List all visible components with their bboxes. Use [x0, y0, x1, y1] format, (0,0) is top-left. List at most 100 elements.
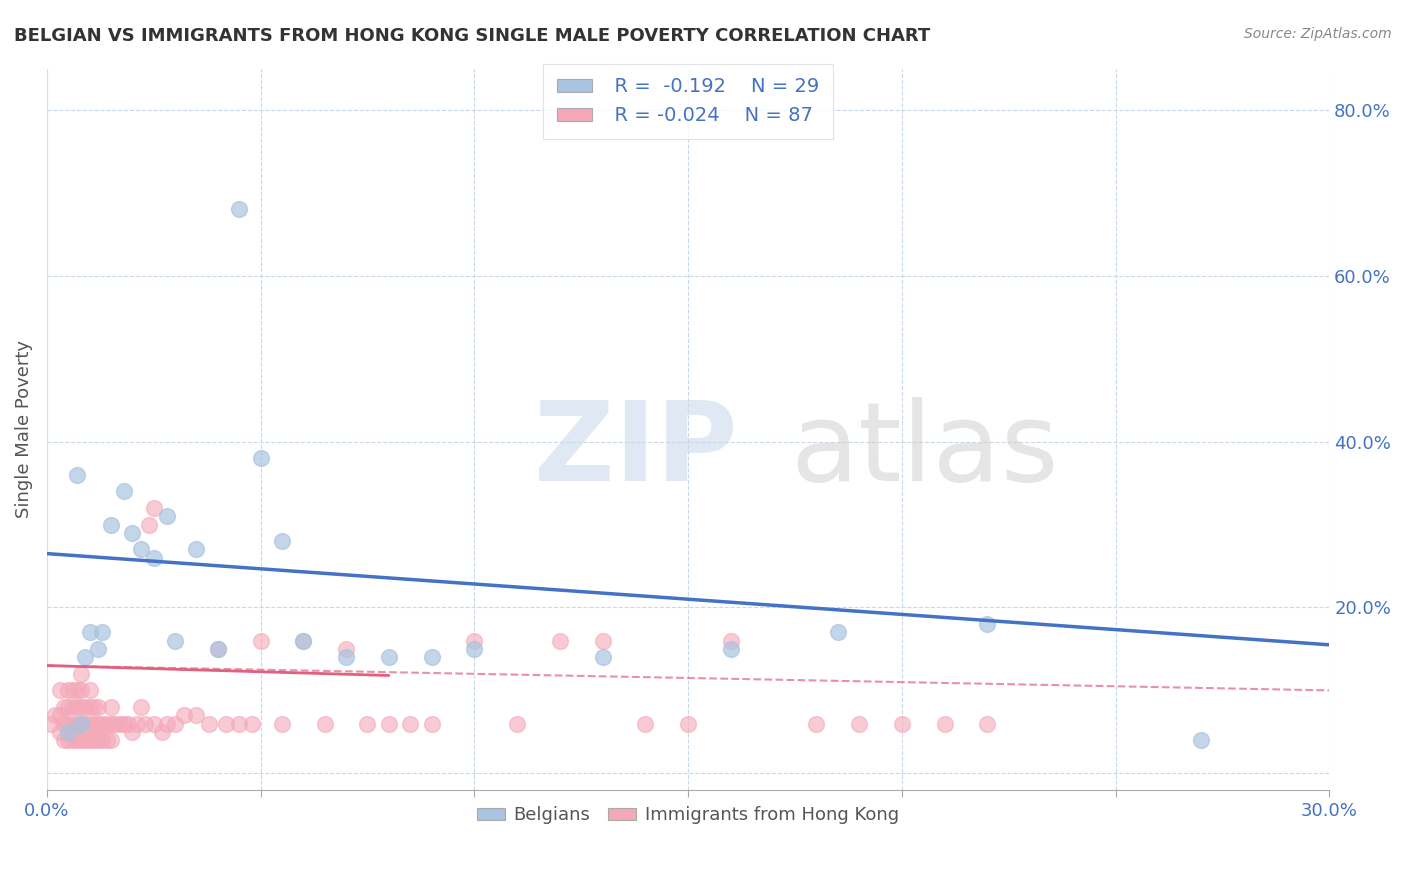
Point [96, 716, 118, 731]
Point [207, 642, 229, 657]
Point [66, 467, 89, 482]
Point [142, 500, 165, 515]
Point [87, 733, 110, 747]
Point [79, 716, 101, 731]
Point [75, 716, 97, 731]
Point [228, 716, 250, 731]
Point [827, 625, 849, 640]
Point [150, 724, 173, 739]
Point [463, 642, 485, 657]
Point [66, 716, 89, 731]
Point [314, 716, 336, 731]
Point [240, 716, 263, 731]
Point [87, 642, 110, 657]
Point [186, 708, 208, 723]
Point [121, 724, 143, 739]
Point [155, 716, 177, 731]
Point [125, 716, 148, 731]
Point [79, 733, 101, 747]
Point [506, 716, 529, 731]
Point [91, 733, 114, 747]
Point [848, 716, 870, 731]
Point [83, 733, 105, 747]
Point [463, 633, 485, 648]
Point [58, 700, 80, 714]
Point [155, 509, 177, 524]
Text: ZIP: ZIP [534, 397, 738, 504]
Point [142, 550, 165, 565]
Point [976, 617, 998, 632]
Point [104, 716, 127, 731]
Point [53, 733, 76, 747]
Point [976, 716, 998, 731]
Point [62, 716, 84, 731]
Point [53, 716, 76, 731]
Point [420, 650, 443, 665]
Text: Source: ZipAtlas.com: Source: ZipAtlas.com [1244, 27, 1392, 41]
Point [96, 733, 118, 747]
Legend: Belgians, Immigrants from Hong Kong: Belgians, Immigrants from Hong Kong [467, 796, 910, 835]
Point [186, 542, 208, 557]
Point [87, 700, 110, 714]
Point [215, 716, 238, 731]
Point [112, 716, 135, 731]
Point [79, 625, 101, 640]
Point [720, 642, 742, 657]
Point [53, 700, 76, 714]
Point [108, 716, 131, 731]
Point [87, 716, 110, 731]
Point [198, 716, 221, 731]
Point [44, 708, 66, 723]
Point [676, 716, 699, 731]
Point [75, 700, 97, 714]
Point [70, 666, 93, 681]
Text: BELGIAN VS IMMIGRANTS FROM HONG KONG SINGLE MALE POVERTY CORRELATION CHART: BELGIAN VS IMMIGRANTS FROM HONG KONG SIN… [14, 27, 931, 45]
Point [79, 700, 101, 714]
Point [62, 683, 84, 698]
Point [335, 642, 357, 657]
Point [70, 700, 93, 714]
Point [271, 534, 294, 549]
Point [934, 716, 956, 731]
Point [112, 484, 135, 499]
Point [129, 542, 152, 557]
Point [335, 650, 357, 665]
Point [249, 633, 271, 648]
Point [592, 650, 614, 665]
Point [121, 525, 143, 540]
Point [292, 633, 315, 648]
Point [592, 633, 614, 648]
Point [100, 700, 122, 714]
Point [62, 700, 84, 714]
Point [91, 625, 114, 640]
Y-axis label: Single Male Poverty: Single Male Poverty [15, 340, 32, 518]
Point [634, 716, 657, 731]
Point [75, 733, 97, 747]
Text: atlas: atlas [790, 397, 1059, 504]
Point [207, 642, 229, 657]
Point [58, 716, 80, 731]
Point [91, 716, 114, 731]
Point [75, 650, 97, 665]
Point [720, 633, 742, 648]
Point [48, 683, 70, 698]
Point [39, 716, 62, 731]
Point [66, 700, 89, 714]
Point [134, 716, 156, 731]
Point [83, 700, 105, 714]
Point [58, 733, 80, 747]
Point [70, 716, 93, 731]
Point [165, 716, 187, 731]
Point [58, 683, 80, 698]
Point [138, 517, 160, 532]
Point [70, 733, 93, 747]
Point [70, 716, 93, 731]
Point [100, 517, 122, 532]
Point [356, 716, 378, 731]
Point [165, 633, 187, 648]
Point [83, 716, 105, 731]
Point [100, 733, 122, 747]
Point [399, 716, 422, 731]
Point [117, 716, 139, 731]
Point [66, 733, 89, 747]
